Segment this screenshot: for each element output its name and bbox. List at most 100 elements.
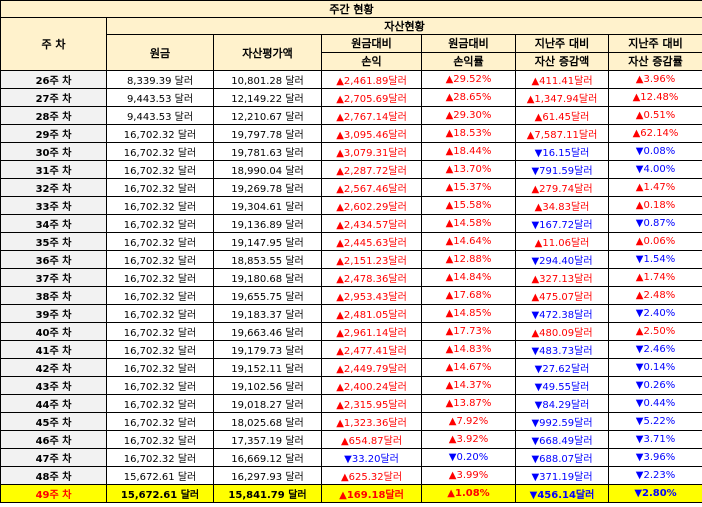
table-row: 27주 차 9,443.53 달러 12,149.22 달러 ▲2,705.69달러 ▲…	[0, 88, 702, 107]
valuation-cell: 19,663.46 달러	[213, 322, 322, 341]
change-rate-cell: ▼2.46%	[607, 340, 702, 359]
week-cell: 44주 차	[0, 394, 107, 413]
table-row: 45주 차 16,702.32 달러 18,025.68 달러 ▲1,323.36달러…	[0, 412, 702, 431]
week-cell: 29주 차	[0, 124, 107, 143]
table-row: 32주 차 16,702.32 달러 19,269.78 달러 ▲2,567.46달러…	[0, 178, 702, 197]
change-rate-cell: ▼4.00%	[607, 160, 702, 179]
table-row: 33주 차 16,702.32 달러 19,304.61 달러 ▲2,602.29달러…	[0, 196, 702, 215]
pl-amount-cell: ▲2,449.79달러	[321, 358, 422, 377]
pl-rate-cell: ▲17.73%	[421, 322, 516, 341]
change-rate-cell: ▲3.96%	[607, 70, 702, 89]
change-amount-cell: ▼16.15달러	[515, 142, 609, 161]
principal-cell: 16,702.32 달러	[106, 286, 214, 305]
valuation-cell: 19,183.37 달러	[213, 304, 322, 323]
principal-cell: 9,443.53 달러	[106, 106, 214, 125]
pl-amount-cell: ▲2,151.23달러	[321, 250, 422, 269]
week-cell: 41주 차	[0, 340, 107, 359]
change-rate-cell: ▼2.40%	[607, 304, 702, 323]
change-rate-cell: ▼1.54%	[607, 250, 702, 269]
change-rate-cell: ▲2.48%	[607, 286, 702, 305]
change-amount-cell: ▲279.74달러	[515, 178, 609, 197]
principal-cell: 16,702.32 달러	[106, 142, 214, 161]
change-rate-cell: ▼3.96%	[607, 448, 702, 467]
pl-rate-cell: ▲29.30%	[421, 106, 516, 125]
table-row: 42주 차 16,702.32 달러 19,152.11 달러 ▲2,449.79달러…	[0, 358, 702, 377]
pl-amount-cell: ▲2,434.57달러	[321, 214, 422, 233]
change-rate-cell: ▼3.71%	[607, 430, 702, 449]
week-cell: 43주 차	[0, 376, 107, 395]
asset-status-group-header: 자산현황	[105, 17, 702, 35]
change-amount-cell: ▼371.19달러	[515, 466, 609, 485]
pl-rate-cell: ▲15.58%	[421, 196, 516, 215]
principal-cell: 16,702.32 달러	[106, 412, 214, 431]
week-cell: 30주 차	[0, 142, 107, 161]
pl-amount-cell: ▲2,481.05달러	[321, 304, 422, 323]
change-amount-cell: ▼167.72달러	[515, 214, 609, 233]
principal-cell: 16,702.32 달러	[106, 376, 214, 395]
pl-rate-cell: ▲28.65%	[421, 88, 516, 107]
table-title: 주간 현황	[0, 0, 702, 18]
table-row: 29주 차 16,702.32 달러 19,797.78 달러 ▲3,095.46달러…	[0, 124, 702, 143]
pl-amount-cell: ▲2,287.72달러	[321, 160, 422, 179]
pl-rate-cell: ▲14.58%	[421, 214, 516, 233]
week-cell: 45주 차	[0, 412, 107, 431]
valuation-cell: 15,841.79 달러	[213, 484, 322, 503]
table-row: 46주 차 16,702.32 달러 17,357.19 달러 ▲654.87달러 ▲3…	[0, 430, 702, 449]
table-row: 41주 차 16,702.32 달러 19,179.73 달러 ▲2,477.41달러…	[0, 340, 702, 359]
table-row: 49주 차 15,672.61 달러 15,841.79 달러 ▲169.18달러 ▲1…	[0, 484, 702, 503]
pl-amount-cell: ▲2,705.69달러	[321, 88, 422, 107]
principal-cell: 16,702.32 달러	[106, 304, 214, 323]
change-rate-cell: ▼0.44%	[607, 394, 702, 413]
principal-cell: 15,672.61 달러	[106, 484, 214, 503]
table-row: 36주 차 16,702.32 달러 18,853.55 달러 ▲2,151.23달러…	[0, 250, 702, 269]
pl-rate-cell: ▲18.53%	[421, 124, 516, 143]
change-amount-cell: ▼791.59달러	[515, 160, 609, 179]
principal-cell: 16,702.32 달러	[106, 160, 214, 179]
pl-rate-header-line2: 손익률	[421, 52, 516, 71]
valuation-cell: 18,853.55 달러	[213, 250, 322, 269]
pl-amount-cell: ▲2,478.36달러	[321, 268, 422, 287]
pl-rate-cell: ▼0.20%	[421, 448, 516, 467]
table-row: 40주 차 16,702.32 달러 19,663.46 달러 ▲2,961.14달러…	[0, 322, 702, 341]
pl-amount-cell: ▲3,079.31달러	[321, 142, 422, 161]
pl-amount-cell: ▲2,315.95달러	[321, 394, 422, 413]
valuation-cell: 19,304.61 달러	[213, 196, 322, 215]
principal-cell: 16,702.32 달러	[106, 448, 214, 467]
pl-amount-header-line1: 원금대비	[321, 34, 422, 53]
change-rate-cell: ▲0.06%	[607, 232, 702, 251]
pl-amount-cell: ▼33.20달러	[321, 448, 422, 467]
pl-amount-cell: ▲2,461.89달러	[321, 70, 422, 89]
table-row: 39주 차 16,702.32 달러 19,183.37 달러 ▲2,481.05달러…	[0, 304, 702, 323]
table-row: 30주 차 16,702.32 달러 19,781.63 달러 ▲3,079.31달러…	[0, 142, 702, 161]
valuation-cell: 18,990.04 달러	[213, 160, 322, 179]
change-rate-header-line2: 자산 증감률	[607, 52, 702, 71]
pl-amount-cell: ▲2,445.63달러	[321, 232, 422, 251]
table-row: 44주 차 16,702.32 달러 19,018.27 달러 ▲2,315.95달러…	[0, 394, 702, 413]
change-rate-cell: ▲2.50%	[607, 322, 702, 341]
change-amount-cell: ▲1,347.94달러	[515, 88, 609, 107]
pl-rate-header-line1: 원금대비	[421, 34, 516, 53]
week-cell: 35주 차	[0, 232, 107, 251]
pl-amount-cell: ▲654.87달러	[321, 430, 422, 449]
principal-cell: 16,702.32 달러	[106, 196, 214, 215]
pl-rate-cell: ▲14.83%	[421, 340, 516, 359]
valuation-cell: 19,797.78 달러	[213, 124, 322, 143]
change-rate-header-line1: 지난주 대비	[607, 34, 702, 53]
pl-rate-cell: ▲15.37%	[421, 178, 516, 197]
table-row: 38주 차 16,702.32 달러 19,655.75 달러 ▲2,953.43달러…	[0, 286, 702, 305]
change-amount-cell: ▲327.13달러	[515, 268, 609, 287]
pl-rate-cell: ▲14.64%	[421, 232, 516, 251]
pl-amount-cell: ▲1,323.36달러	[321, 412, 422, 431]
change-rate-cell: ▼5.22%	[607, 412, 702, 431]
week-column-header: 주 차	[0, 17, 107, 71]
change-amount-cell: ▼688.07달러	[515, 448, 609, 467]
change-amount-cell: ▼49.55달러	[515, 376, 609, 395]
principal-cell: 15,672.61 달러	[106, 466, 214, 485]
change-rate-cell: ▼0.87%	[607, 214, 702, 233]
valuation-cell: 19,152.11 달러	[213, 358, 322, 377]
valuation-cell: 19,136.89 달러	[213, 214, 322, 233]
week-cell: 49주 차	[0, 484, 107, 503]
valuation-cell: 19,179.73 달러	[213, 340, 322, 359]
week-cell: 42주 차	[0, 358, 107, 377]
